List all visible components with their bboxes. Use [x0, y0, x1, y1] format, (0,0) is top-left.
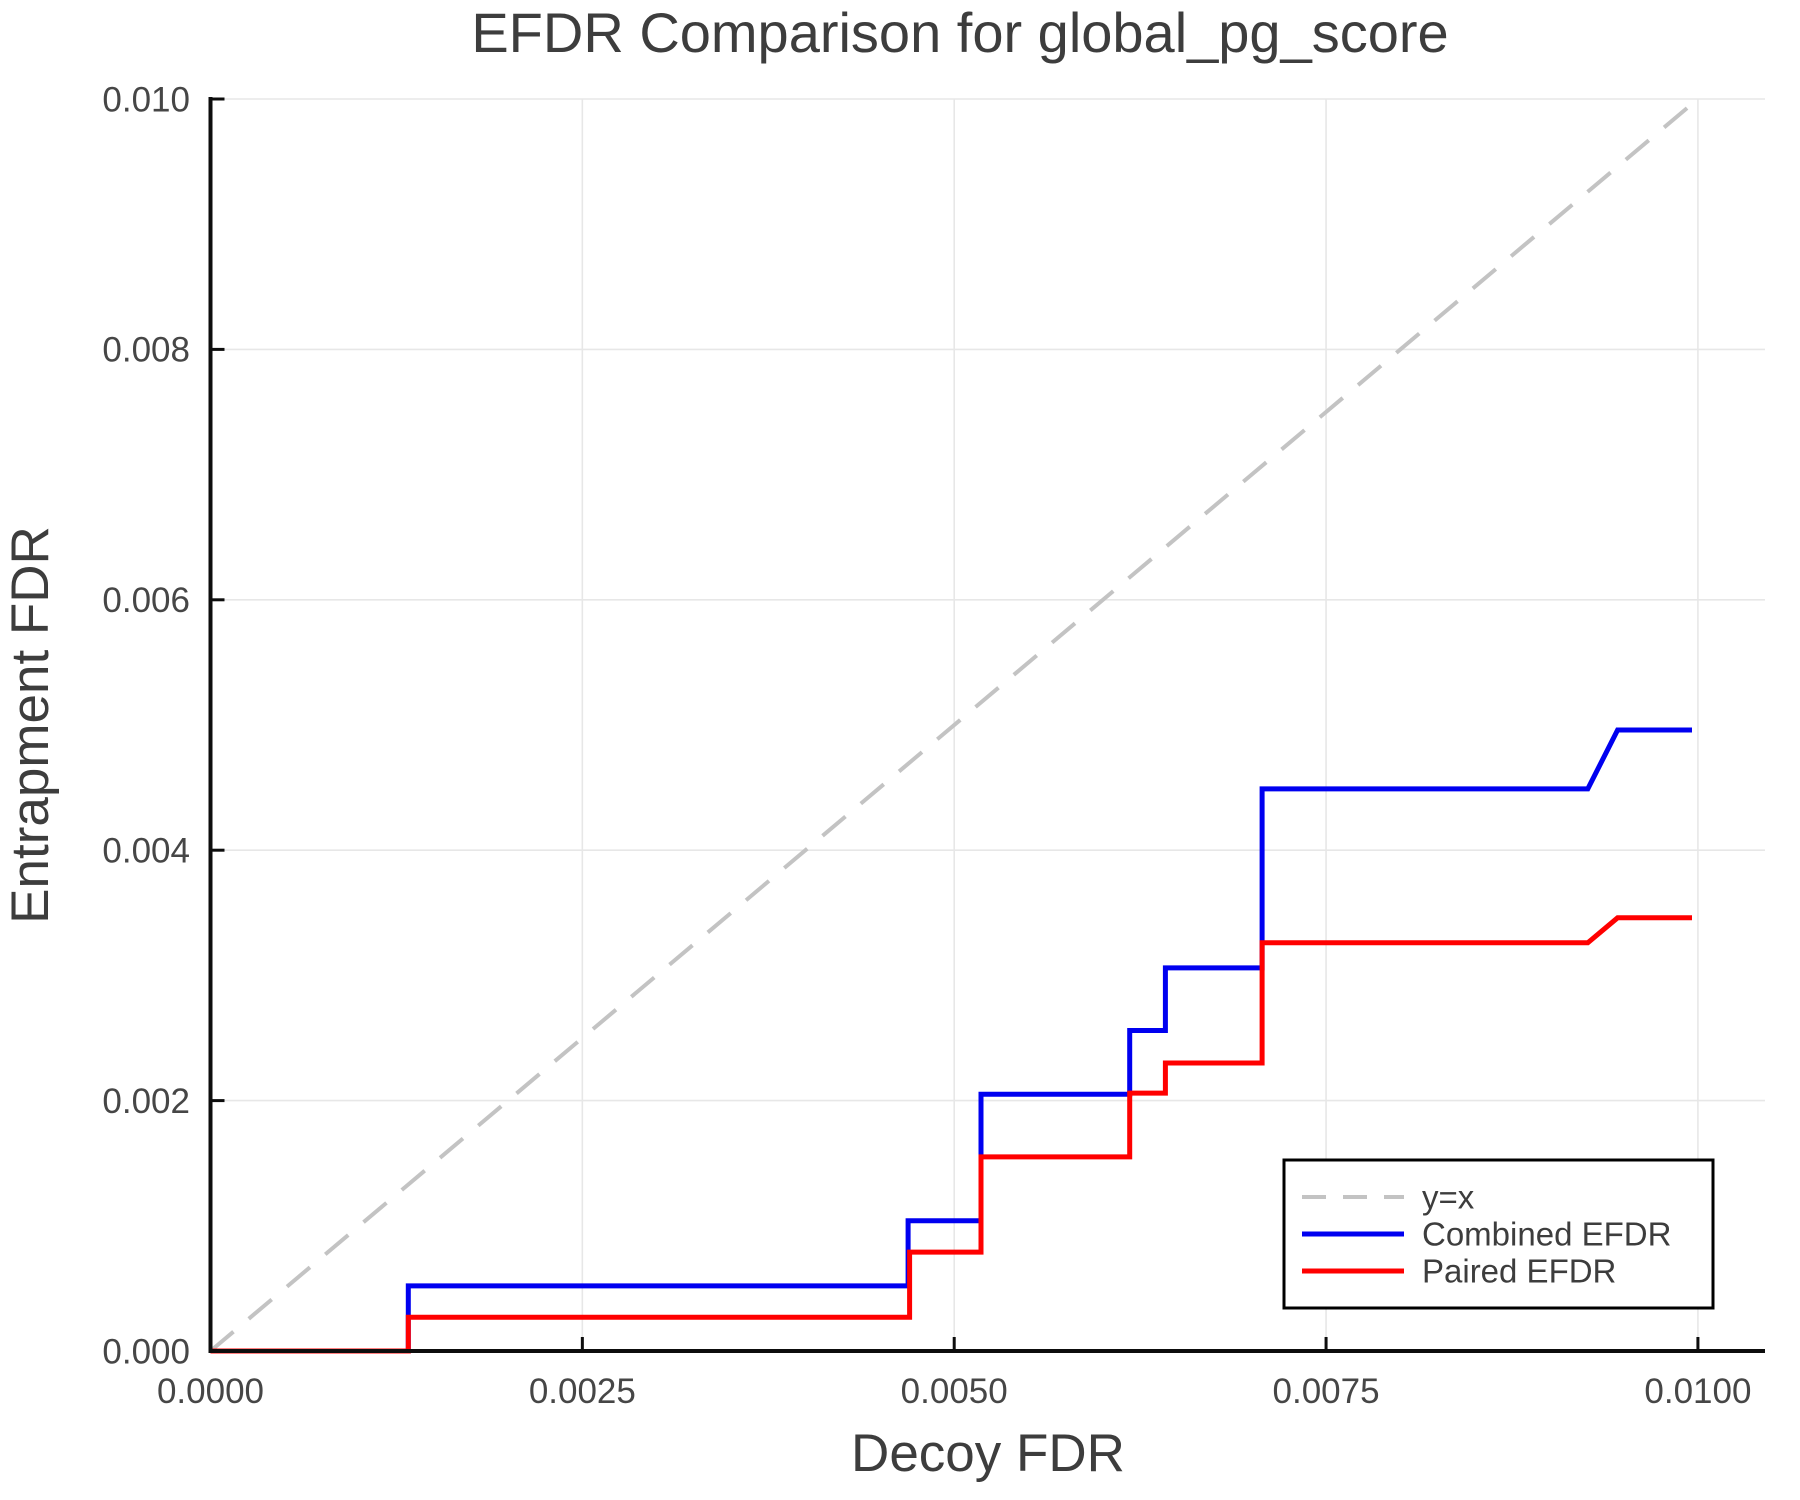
x-tick-label: 0.0000 — [157, 1372, 264, 1411]
x-axis-label: Decoy FDR — [851, 1424, 1125, 1483]
legend-label-paired-efdr: Paired EFDR — [1422, 1253, 1616, 1290]
series-paired-efdr-line — [210, 915, 1692, 1354]
series-combined-efdr-line — [210, 727, 1692, 1354]
series-layer — [209, 97, 1700, 1354]
axis-layer: 0.0000 0.0025 0.0050 0.0075 0.0100 0.000 0.002… — [102, 80, 1765, 1411]
legend-label-yx: y=x — [1422, 1179, 1475, 1216]
x-tick-label: 0.0075 — [1273, 1372, 1380, 1411]
x-tick-label: 0.0025 — [529, 1372, 636, 1411]
grid-layer — [210, 98, 1765, 1351]
y-tick-label: 0.008 — [102, 331, 190, 370]
y-axis-label: Entrapment FDR — [1, 526, 60, 924]
y-tick-label: 0.000 — [102, 1332, 190, 1371]
chart-title: EFDR Comparison for global_pg_score — [471, 1, 1448, 64]
y-tick-label: 0.006 — [102, 581, 190, 620]
y-tick-label: 0.002 — [102, 1082, 190, 1121]
legend: y=x Combined EFDR Paired EFDR — [1282, 1158, 1715, 1310]
legend-label-combined-efdr: Combined EFDR — [1422, 1216, 1671, 1253]
y-tick-label: 0.010 — [102, 80, 190, 119]
series-y-x-line — [209, 97, 1700, 1353]
x-tick-label: 0.0050 — [901, 1372, 1008, 1411]
y-tick-label: 0.004 — [102, 831, 190, 870]
x-tick-label: 0.0100 — [1644, 1372, 1751, 1411]
